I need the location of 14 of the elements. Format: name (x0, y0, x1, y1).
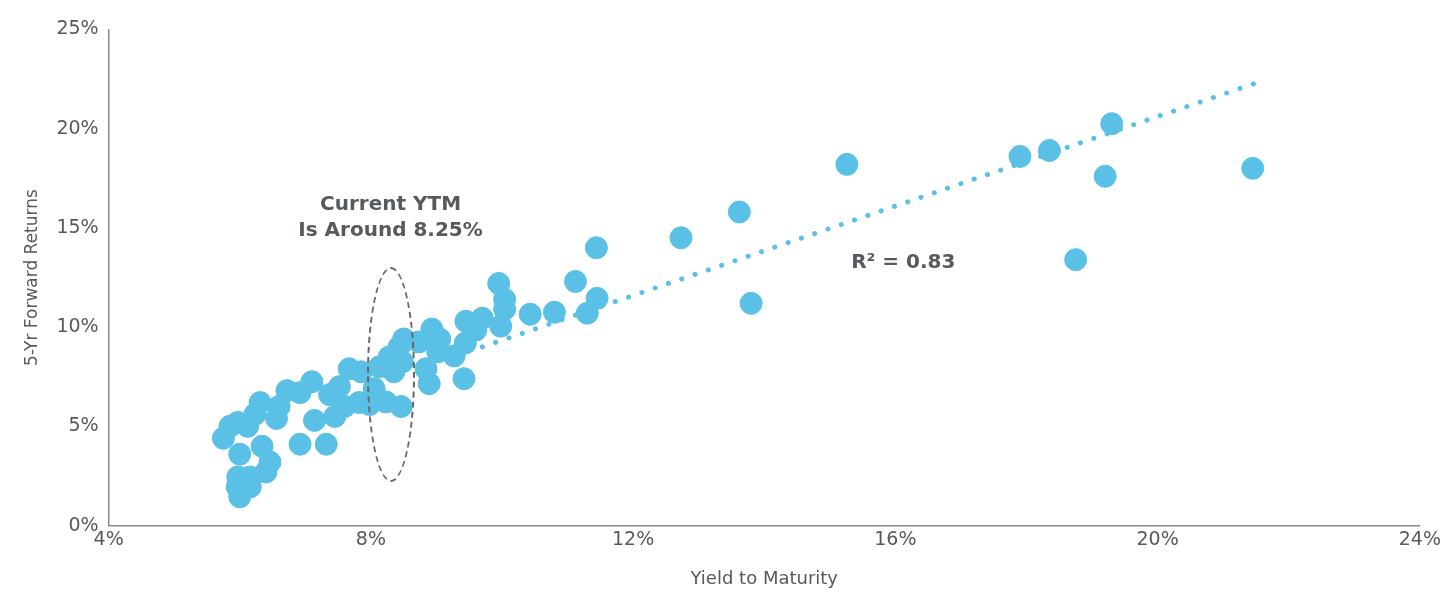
x-axis-title: Yield to Maturity (689, 566, 839, 588)
x-tick-label: 20% (1136, 526, 1179, 549)
y-tick-label: 5% (68, 413, 99, 436)
y-tick-label: 25% (56, 16, 99, 39)
annotation: Current YTM Is Around 8.25% (298, 191, 483, 242)
x-tick-label: 8% (355, 526, 386, 549)
y-tick-label: 10% (56, 314, 99, 337)
x-tick-label: 12% (612, 526, 655, 549)
x-tick-label: 16% (874, 526, 917, 549)
y-tick-label: 20% (56, 115, 99, 138)
x-tick-label: 24% (1398, 526, 1441, 549)
annotation: R² = 0.83 (851, 248, 956, 273)
y-tick-label: 15% (56, 214, 99, 237)
y-axis-title: 5-Yr Forward Returns (20, 188, 41, 366)
